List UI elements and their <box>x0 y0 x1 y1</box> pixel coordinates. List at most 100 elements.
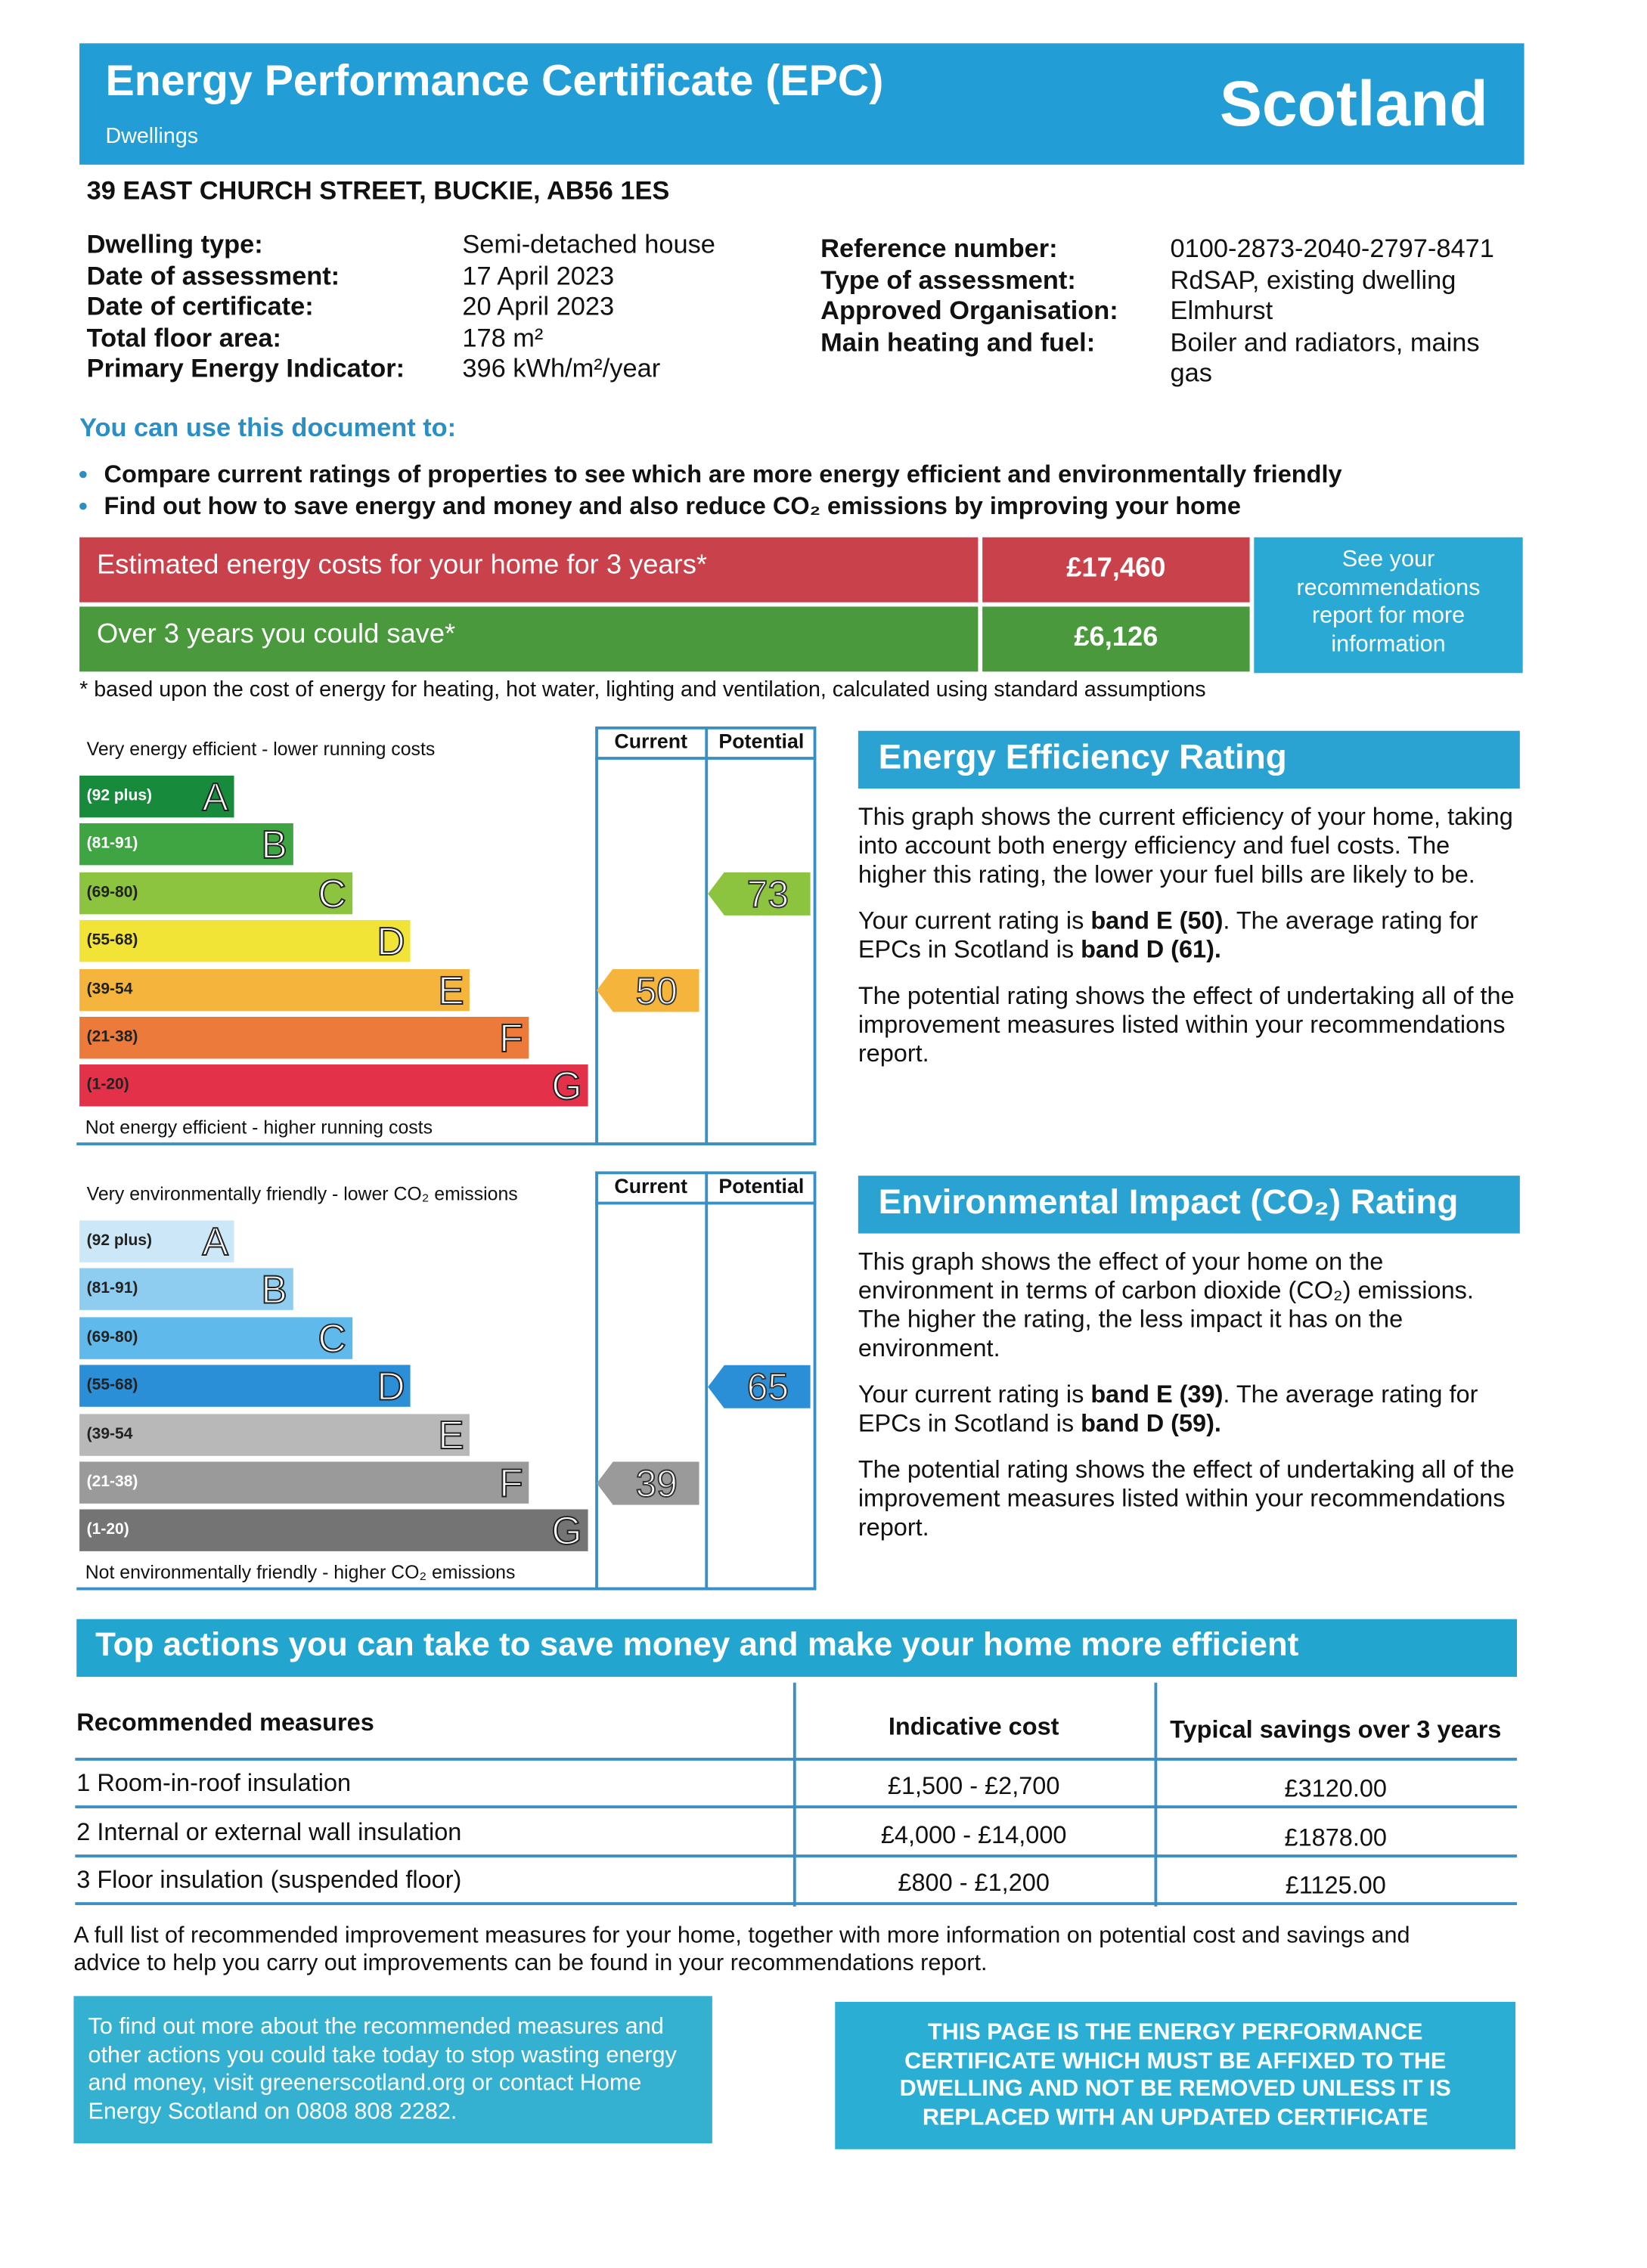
text: . The average rating for EPCs in Scotlan… <box>858 1380 1478 1437</box>
chart-baseline <box>76 1142 817 1146</box>
paragraph: The potential rating shows the effect of… <box>858 1456 1517 1543</box>
band-letter: B <box>260 823 287 868</box>
column-rule <box>595 1201 817 1205</box>
bold-text: band D (61). <box>1081 936 1221 964</box>
rating-band: (1-20) G <box>79 1509 588 1554</box>
save-label: Over 3 years you could save* <box>97 619 456 650</box>
bullet <box>79 502 87 510</box>
rating-band: (39-54 E <box>79 968 470 1012</box>
rating-value: 73 <box>746 872 789 916</box>
rating-band: (1-20) G <box>79 1064 588 1109</box>
band-letter: B <box>260 1268 287 1312</box>
bold-text: band E (50) <box>1090 906 1224 935</box>
use-item: Find out how to save energy and money an… <box>104 492 1241 520</box>
band-range: (55-68) <box>86 1377 138 1394</box>
chart-baseline <box>76 1587 817 1591</box>
band-range: (81-91) <box>86 835 138 853</box>
title: Energy Performance Certificate (EPC) <box>105 57 884 106</box>
detail-label: Reference number: <box>820 234 1058 263</box>
text: . The average rating for EPCs in Scotlan… <box>858 906 1478 964</box>
footnote: * based upon the cost of energy for heat… <box>79 677 1206 702</box>
chart-bottom-label: Not environmentally friendly - higher CO… <box>85 1561 516 1583</box>
rating-band: (55-68) D <box>79 919 411 965</box>
subtitle: Dwellings <box>105 124 199 149</box>
rating-value: 39 <box>635 1461 678 1505</box>
table-cell: 2 Internal or external wall insulation <box>76 1817 462 1845</box>
band-range: (81-91) <box>86 1280 138 1298</box>
text: The potential rating shows the effect of… <box>858 982 1515 1067</box>
bold-text: band D (59). <box>1081 1409 1221 1437</box>
cost-label: Estimated energy costs for your home for… <box>97 550 708 581</box>
table-cell: £4,000 - £14,000 <box>880 1820 1067 1848</box>
actions-bar <box>76 1619 1518 1678</box>
band-letter: A <box>201 1219 228 1264</box>
save-row <box>79 606 979 672</box>
band-range: (39-54 <box>86 980 133 998</box>
column-divider <box>705 1171 709 1591</box>
chart-top-label: Very environmentally friendly - lower CO… <box>86 1182 518 1205</box>
table-cell: 1 Room-in-roof insulation <box>76 1769 352 1797</box>
header-bar <box>79 43 1524 165</box>
column-rule <box>595 757 817 760</box>
table-cell: £3120.00 <box>1284 1775 1387 1803</box>
band-letter: G <box>551 1064 582 1109</box>
detail-value: RdSAP, existing dwelling <box>1170 265 1456 294</box>
section-title-bar <box>858 730 1520 789</box>
rating-band: (92 plus) A <box>79 1219 234 1265</box>
detail-value: 17 April 2023 <box>462 261 615 290</box>
band-range: (69-80) <box>86 883 138 901</box>
rating-value: 65 <box>746 1365 789 1409</box>
table-cell: 3 Floor insulation (suspended floor) <box>76 1866 462 1895</box>
rating-arrow: 50 <box>597 968 699 1012</box>
band-letter: G <box>551 1509 582 1554</box>
paragraph: Your current rating is band E (50). The … <box>858 907 1517 965</box>
detail-value: Boiler and radiators, mains gas <box>1170 327 1480 387</box>
text: This graph shows the effect of your home… <box>858 1247 1474 1362</box>
chart-top-label: Very energy efficient - lower running co… <box>86 738 436 760</box>
detail-value: 396 kWh/m²/year <box>462 354 661 384</box>
band-letter: F <box>498 1016 523 1061</box>
region: Scotland <box>1219 69 1488 141</box>
section-title-bar <box>858 1176 1520 1234</box>
rating-band: (69-80) C <box>79 872 352 916</box>
rating-arrow: 73 <box>708 872 811 916</box>
section-title: Energy Efficiency Rating <box>878 738 1287 777</box>
table-header: Recommended measures <box>76 1709 374 1737</box>
rating-band: (81-91) B <box>79 1268 293 1312</box>
band-range: (39-54 <box>86 1424 133 1442</box>
band-range: (55-68) <box>86 931 138 950</box>
text: Your current rating is <box>858 906 1091 935</box>
rating-band: (21-38) F <box>79 1461 529 1506</box>
table-cell: £1878.00 <box>1284 1823 1387 1851</box>
report-link[interactable]: See your recommendations report for more… <box>1254 537 1523 674</box>
detail-value: Elmhurst <box>1170 296 1273 326</box>
cost-cell <box>982 537 1250 603</box>
actions-title: Top actions you can take to save money a… <box>95 1625 1299 1662</box>
footer-info: To find out more about the recommended m… <box>73 1996 712 2144</box>
address: 39 EAST CHURCH STREET, BUCKIE, AB56 1ES <box>86 176 670 206</box>
paragraph: The potential rating shows the effect of… <box>858 982 1517 1069</box>
detail-value: 20 April 2023 <box>462 292 615 321</box>
detail-label: Type of assessment: <box>820 265 1076 294</box>
column-header: Potential <box>718 1174 805 1198</box>
table-header: Indicative cost <box>888 1712 1059 1741</box>
band-range: (21-38) <box>86 1028 138 1046</box>
table-header: Typical savings over 3 years <box>1170 1715 1502 1743</box>
band-letter: E <box>437 968 464 1012</box>
rating-band: (69-80) C <box>79 1316 352 1361</box>
table-cell: £800 - £1,200 <box>898 1869 1050 1897</box>
use-item: Compare current ratings of properties to… <box>104 460 1342 488</box>
save-cell <box>982 606 1250 672</box>
band-range: (69-80) <box>86 1328 138 1346</box>
band-letter: C <box>318 872 347 916</box>
band-letter: D <box>377 919 406 964</box>
save-value: £6,126 <box>1074 622 1158 653</box>
detail-label: Main heating and fuel: <box>820 327 1096 357</box>
text: Your current rating is <box>858 1380 1091 1408</box>
bold-text: band E (39) <box>1090 1380 1224 1408</box>
detail-label: Date of certificate: <box>86 292 314 321</box>
column-header: Current <box>614 1174 687 1198</box>
section-text: This graph shows the current efficiency … <box>858 803 1517 1086</box>
band-letter: F <box>498 1461 523 1505</box>
band-letter: E <box>437 1413 464 1458</box>
